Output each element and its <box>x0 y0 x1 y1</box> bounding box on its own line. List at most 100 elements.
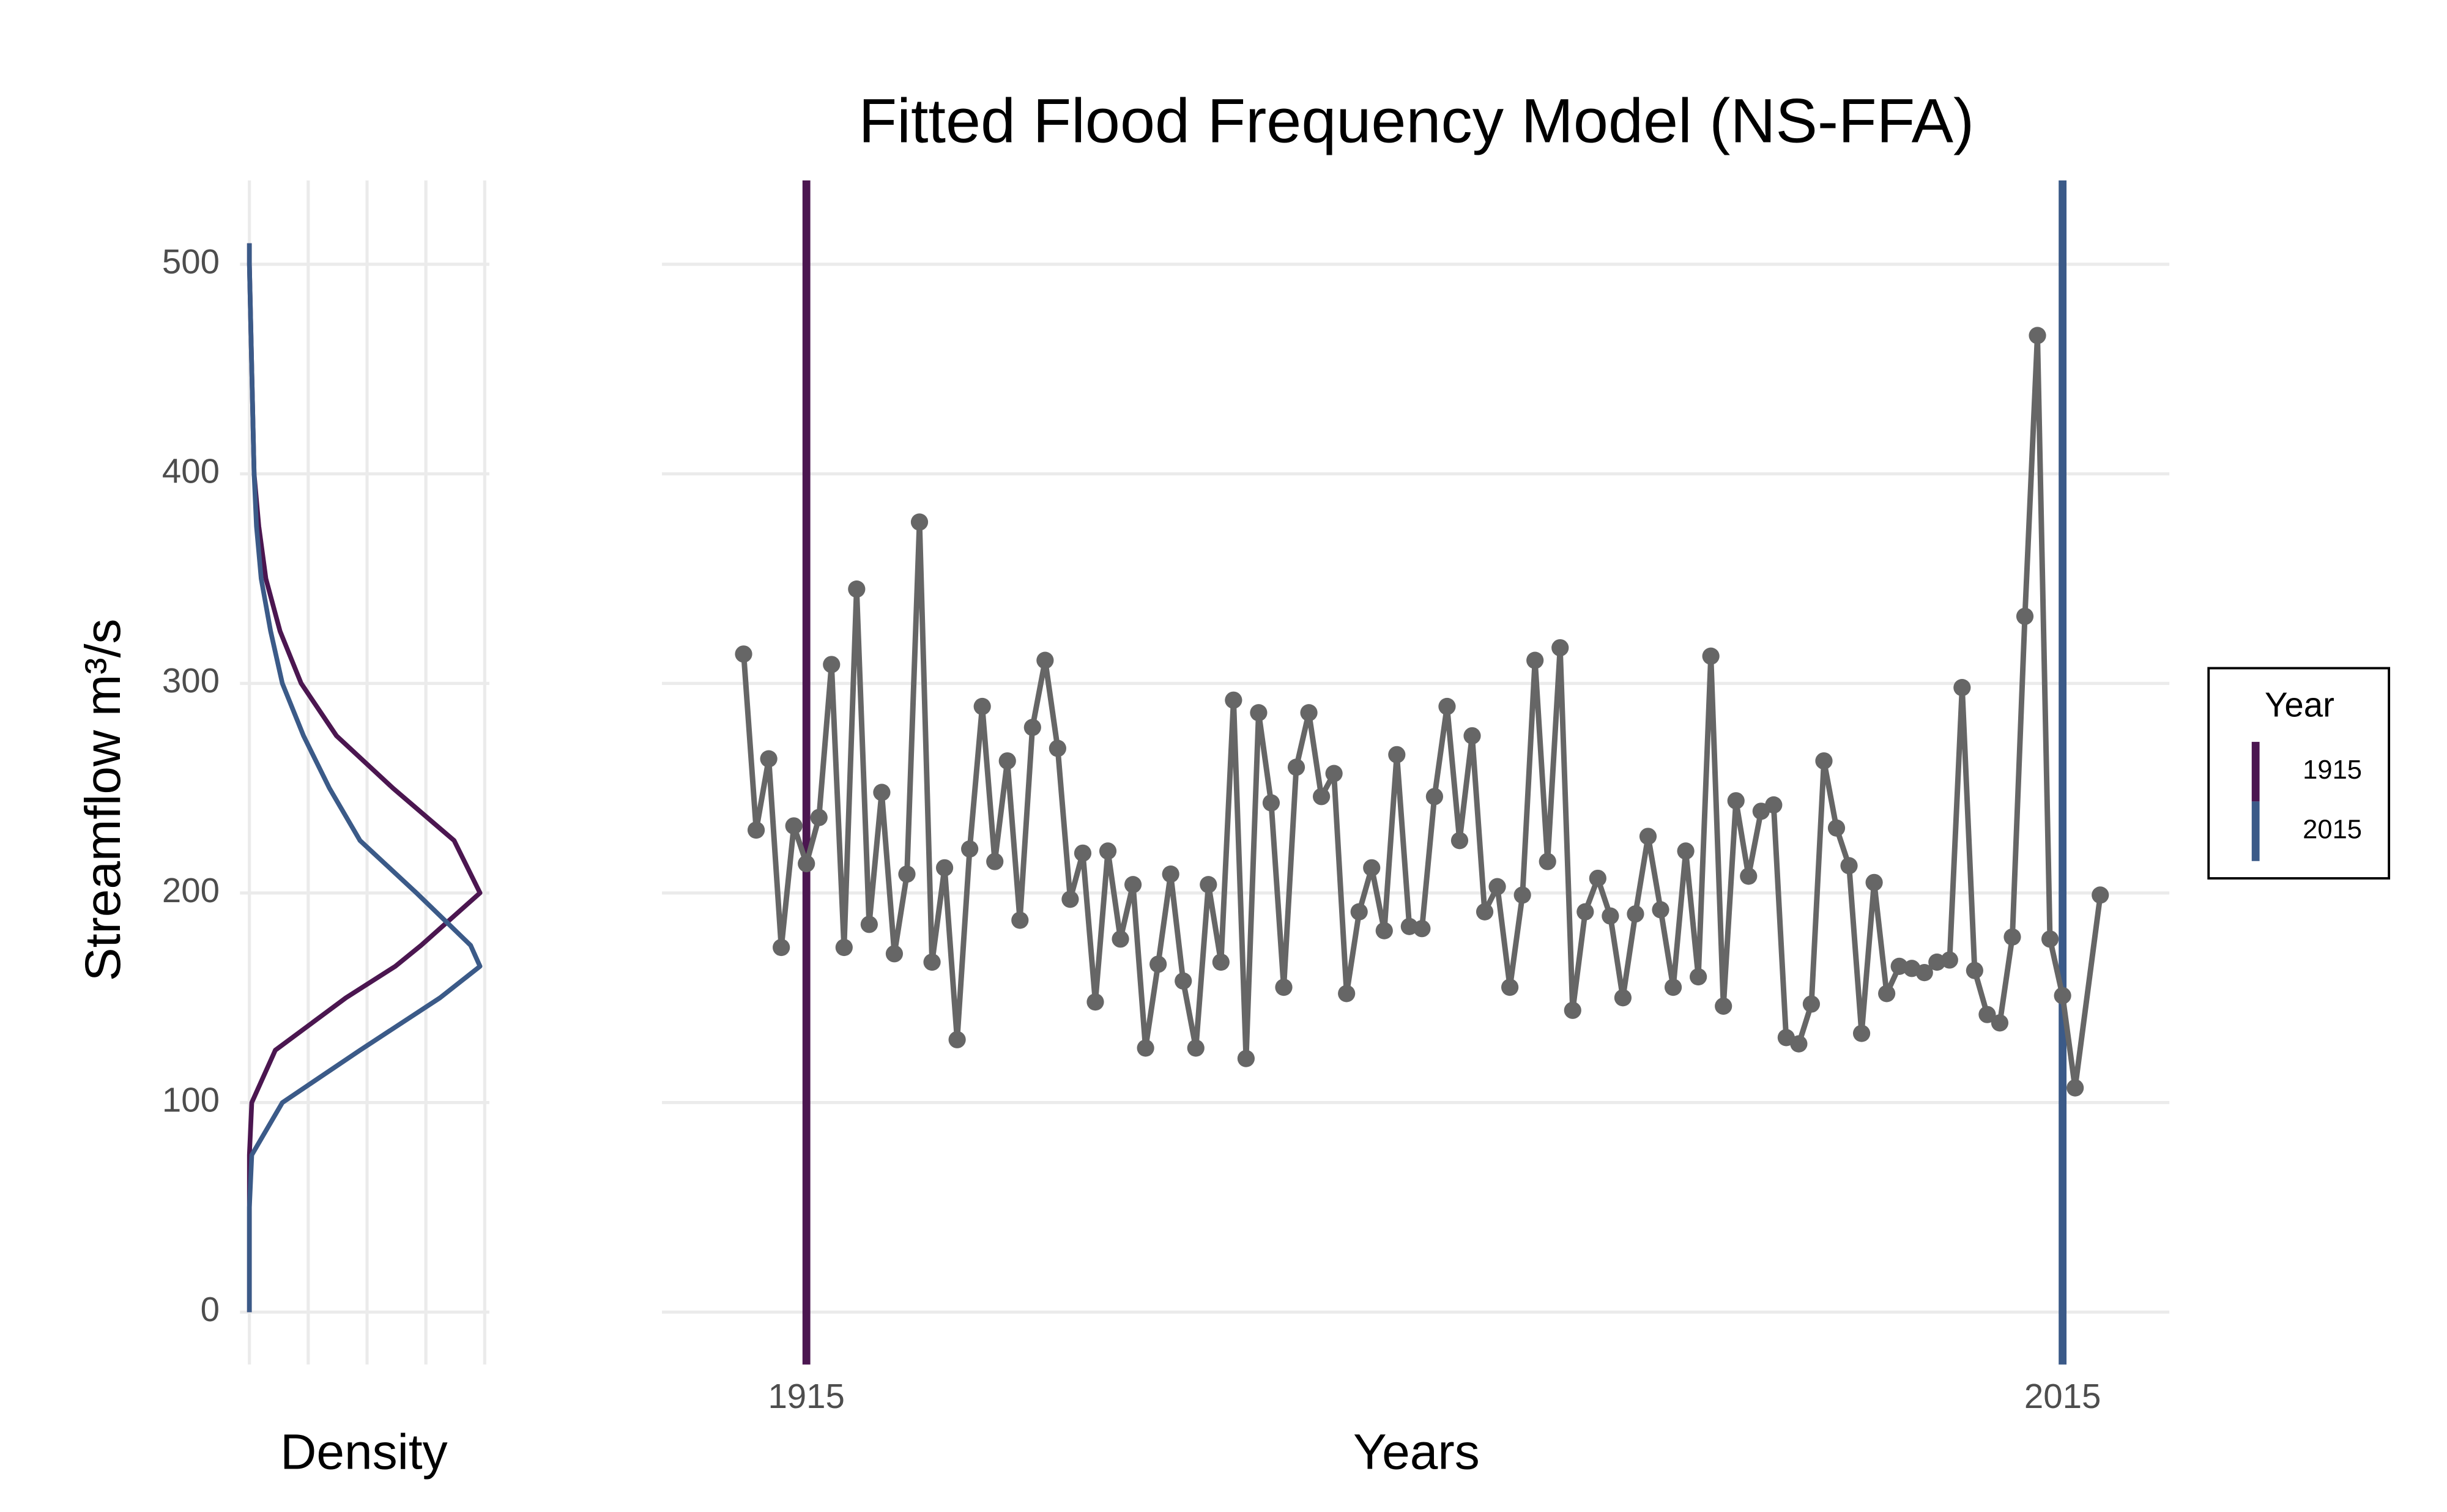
data-point <box>1388 746 1406 763</box>
y-tick-label: 100 <box>162 1080 220 1119</box>
data-point <box>1250 704 1268 722</box>
data-point <box>1840 857 1858 875</box>
data-point <box>747 821 765 839</box>
data-point <box>1664 979 1682 996</box>
y-tick-label: 300 <box>162 661 220 700</box>
y-tick-label: 0 <box>201 1290 220 1329</box>
data-point <box>1074 844 1092 862</box>
data-point <box>1425 788 1444 806</box>
data-point <box>898 865 916 883</box>
y-tick-label: 500 <box>162 242 220 281</box>
x-axis-title: Density <box>280 1424 448 1480</box>
data-point <box>1815 752 1833 770</box>
x-tick-label: 1915 <box>768 1377 844 1415</box>
data-point <box>1715 997 1732 1015</box>
density-curve <box>247 243 483 1313</box>
data-point <box>1513 886 1531 904</box>
data-point <box>1011 911 1029 929</box>
y-tick-label: 200 <box>162 871 220 910</box>
data-point <box>1827 819 1846 837</box>
data-point <box>2054 987 2071 1004</box>
data-point <box>1099 842 1117 860</box>
data-point <box>1677 842 1695 860</box>
data-point <box>1953 679 1971 697</box>
data-point <box>2092 886 2109 904</box>
data-point <box>1413 920 1431 938</box>
chart-title: Fitted Flood Frequency Model (NS-FFA) <box>859 85 1975 155</box>
data-point <box>1991 1014 2009 1032</box>
data-point <box>1300 704 1318 722</box>
data-point <box>1740 867 1758 885</box>
data-point <box>1149 955 1167 973</box>
legend-label: 1915 <box>2303 755 2362 785</box>
data-point <box>1463 727 1481 745</box>
data-point <box>1690 968 1707 986</box>
data-point <box>1539 853 1556 870</box>
data-point <box>860 916 878 933</box>
data-point <box>1049 739 1066 757</box>
data-point <box>948 1031 966 1048</box>
data-point <box>1589 869 1606 888</box>
data-point <box>1237 1050 1255 1067</box>
data-point <box>1262 794 1280 812</box>
y-tick-label: 400 <box>162 452 220 491</box>
y-axis-title: Streamflow m³/s <box>75 618 131 981</box>
data-point <box>1652 901 1669 919</box>
data-point <box>1727 792 1745 810</box>
data-point <box>961 840 979 858</box>
x-axis-title: Years <box>1353 1424 1480 1480</box>
data-point <box>1551 639 1569 657</box>
data-point <box>2003 928 2021 946</box>
data-point <box>1350 903 1368 921</box>
data-point <box>1112 930 1129 948</box>
data-point <box>2029 327 2046 344</box>
data-point <box>823 656 841 673</box>
data-point <box>1488 878 1506 895</box>
data-point <box>1086 993 1104 1011</box>
data-point <box>2016 607 2034 625</box>
legend-box <box>2207 667 2391 880</box>
data-point <box>1312 788 1331 806</box>
legend-title: Year <box>2265 685 2334 724</box>
data-point <box>1187 1039 1205 1057</box>
data-point <box>1940 951 1958 969</box>
data-point <box>1627 905 1644 923</box>
data-point <box>923 953 941 971</box>
data-point <box>1614 989 1632 1007</box>
data-point <box>798 854 815 873</box>
data-point <box>810 809 828 826</box>
data-point <box>1162 865 1179 883</box>
data-point <box>935 859 954 876</box>
data-point <box>773 938 790 957</box>
data-point <box>1966 962 1983 979</box>
data-point <box>1325 765 1343 782</box>
data-point <box>848 580 866 598</box>
data-point <box>1765 796 1783 814</box>
data-point <box>2066 1079 2084 1097</box>
data-point <box>1175 972 1192 990</box>
data-point <box>1200 876 1217 894</box>
data-point <box>1450 832 1469 850</box>
data-point <box>986 853 1004 870</box>
data-point <box>1212 953 1230 971</box>
data-point <box>2041 930 2059 948</box>
data-point <box>735 645 752 663</box>
data-point <box>1061 891 1079 908</box>
data-point <box>998 752 1016 770</box>
data-point <box>785 817 803 835</box>
data-point <box>1137 1039 1154 1057</box>
data-point <box>885 945 904 963</box>
data-point <box>1865 873 1883 891</box>
data-point <box>1438 697 1456 716</box>
data-point <box>1576 903 1594 921</box>
data-point <box>1375 922 1393 939</box>
data-point <box>1526 651 1544 669</box>
data-point <box>760 750 778 768</box>
data-point <box>910 513 929 531</box>
data-point <box>1639 828 1657 845</box>
data-point <box>835 938 853 957</box>
data-point <box>1476 903 1494 921</box>
